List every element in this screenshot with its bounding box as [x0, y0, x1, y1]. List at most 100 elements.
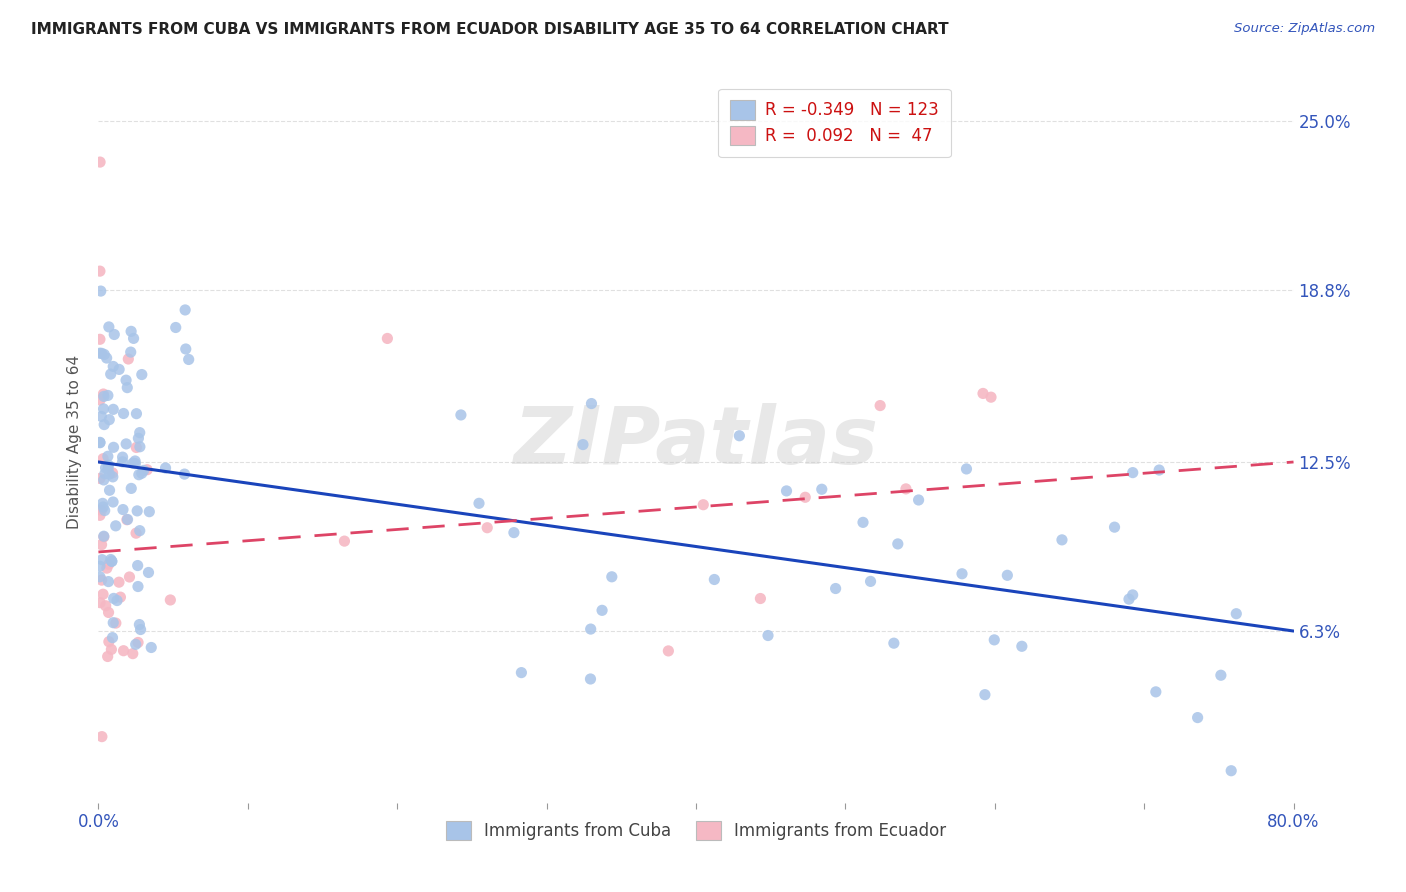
Point	[98, 483, 121, 498]
Point	[983, 632, 1005, 647]
Point	[1104, 520, 1126, 534]
Point	[89, 508, 111, 523]
Point	[111, 455, 134, 469]
Point	[775, 483, 797, 498]
Point	[103, 402, 125, 417]
Point	[91, 552, 114, 566]
Point	[859, 574, 882, 589]
Point	[89, 471, 111, 485]
Point	[1147, 463, 1170, 477]
Point	[756, 628, 779, 642]
Point	[174, 302, 197, 317]
Point	[91, 587, 114, 601]
Point	[89, 392, 111, 407]
Point	[101, 466, 124, 480]
Point	[108, 362, 131, 376]
Point	[974, 688, 997, 702]
Point	[972, 386, 994, 401]
Point	[112, 644, 135, 658]
Point	[121, 647, 143, 661]
Point	[93, 529, 115, 543]
Point	[127, 504, 149, 518]
Point	[103, 615, 125, 630]
Point	[91, 496, 114, 510]
Point	[100, 554, 122, 568]
Point	[1118, 592, 1140, 607]
Point	[132, 463, 155, 477]
Point	[97, 450, 120, 464]
Point	[89, 264, 111, 278]
Point	[1122, 466, 1144, 480]
Point	[955, 462, 977, 476]
Point	[96, 351, 118, 365]
Point	[1225, 607, 1247, 621]
Point	[468, 496, 491, 510]
Point	[98, 412, 121, 426]
Y-axis label: Disability Age 35 to 64: Disability Age 35 to 64	[66, 354, 82, 529]
Point	[93, 387, 115, 401]
Point	[127, 580, 149, 594]
Point	[127, 431, 149, 445]
Point	[101, 495, 124, 509]
Point	[97, 462, 120, 476]
Point	[100, 642, 122, 657]
Point	[887, 537, 910, 551]
Point	[104, 616, 127, 631]
Point	[579, 672, 602, 686]
Point	[120, 345, 142, 359]
Point	[128, 440, 150, 454]
Point	[128, 524, 150, 538]
Point	[93, 401, 115, 416]
Point	[692, 498, 714, 512]
Point	[103, 359, 125, 374]
Point	[591, 603, 613, 617]
Point	[173, 467, 195, 482]
Point	[93, 417, 115, 432]
Point	[883, 636, 905, 650]
Point	[749, 591, 772, 606]
Point	[108, 575, 131, 590]
Point	[111, 450, 134, 464]
Point	[89, 559, 111, 574]
Point	[1144, 685, 1167, 699]
Point	[90, 346, 112, 360]
Point	[100, 367, 122, 381]
Point	[572, 437, 595, 451]
Point	[852, 516, 875, 530]
Point	[97, 388, 120, 402]
Point	[1220, 764, 1243, 778]
Point	[97, 634, 120, 648]
Point	[98, 467, 121, 481]
Point	[110, 590, 132, 604]
Point	[124, 454, 146, 468]
Point	[115, 437, 138, 451]
Point	[112, 407, 135, 421]
Point	[115, 513, 138, 527]
Point	[104, 518, 127, 533]
Point	[103, 440, 125, 454]
Point	[450, 408, 472, 422]
Point	[97, 574, 120, 589]
Point	[105, 593, 128, 607]
Legend: Immigrants from Cuba, Immigrants from Ecuador: Immigrants from Cuba, Immigrants from Ec…	[437, 813, 955, 848]
Point	[93, 347, 115, 361]
Point	[94, 599, 117, 613]
Point	[810, 482, 832, 496]
Point	[89, 435, 111, 450]
Point	[124, 457, 146, 471]
Point	[117, 512, 139, 526]
Point	[96, 561, 118, 575]
Point	[728, 429, 751, 443]
Point	[1122, 588, 1144, 602]
Point	[94, 467, 117, 481]
Point	[128, 425, 150, 440]
Point	[90, 730, 112, 744]
Point	[111, 502, 134, 516]
Point	[579, 622, 602, 636]
Point	[1209, 668, 1232, 682]
Point	[118, 570, 141, 584]
Point	[91, 500, 114, 514]
Point	[97, 458, 120, 473]
Point	[90, 503, 112, 517]
Point	[97, 319, 120, 334]
